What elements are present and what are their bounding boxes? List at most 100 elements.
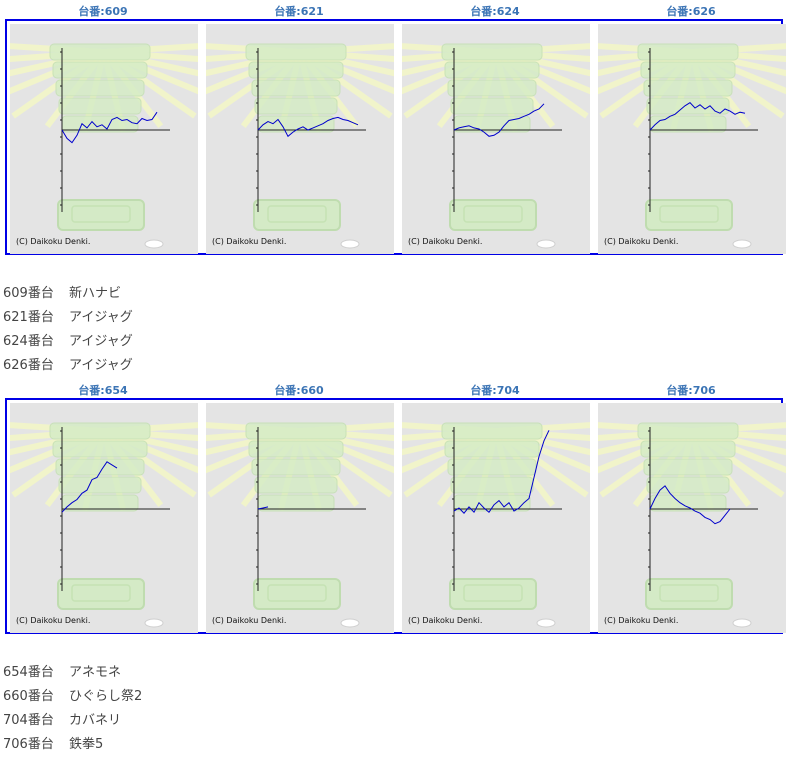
background-tray [640,61,736,79]
machine-number: 704番台 [3,713,54,728]
background-tray [441,43,543,61]
copyright-label: (C) Daikoku Denki. [212,616,287,625]
slump-chart-panel: (C) Daikoku Denki. [206,24,394,254]
background-tray [58,476,142,494]
background-tray [640,440,736,458]
machine-title: 台番:706 [666,384,716,397]
background-tray [49,43,151,61]
background-tray-inner [267,584,327,602]
slump-chart-panel: (C) Daikoku Denki. [10,403,198,633]
machine-title: 台番:621 [274,5,324,18]
slump-chart [10,422,198,628]
slump-line [61,461,118,513]
background-tray [245,422,347,440]
background-tray [248,61,344,79]
background-tray-base [449,199,537,231]
machine-name: カバネリ [69,713,122,728]
background-tray [251,79,341,97]
background-tray [58,97,142,115]
background-tray-inner [71,584,131,602]
background-tray-base [645,578,733,610]
copyright-label: (C) Daikoku Denki. [604,616,679,625]
copyright-label: (C) Daikoku Denki. [212,237,287,246]
slump-chart-panel: (C) Daikoku Denki. [402,403,590,633]
background-coin [536,239,556,249]
list-item: 609番台 新ハナビ [3,282,133,306]
background-tray-inner [463,205,523,223]
background-tray [251,458,341,476]
background-tray [49,422,151,440]
background-tray-base [253,578,341,610]
slump-line [649,485,731,525]
slump-line [257,116,359,138]
background-tray-inner [659,584,719,602]
background-tray-inner [463,584,523,602]
background-tray-inner [267,205,327,223]
background-tray [447,79,537,97]
slump-chart [598,43,786,249]
machine-title: 台番:704 [470,384,520,397]
slump-line [61,111,158,144]
machine-list-2: 654番台 アネモネ 660番台 ひぐらし祭2 704番台 カバネリ 706番台 鉄拳5 [3,661,142,757]
slump-chart-panel: (C) Daikoku Denki. [598,24,786,254]
copyright-label: (C) Daikoku Denki. [604,237,679,246]
machine-titles: 台番:609 台番:621 台番:624 台番:626 [5,4,783,19]
background-tray [55,79,145,97]
machine-group-1: 台番:609 台番:621 台番:624 台番:626 (C) Daikoku … [5,4,786,255]
background-tray [444,440,540,458]
background-tray-base [645,199,733,231]
list-item: 660番台 ひぐらし祭2 [3,685,142,709]
list-item: 704番台 カバネリ [3,709,142,733]
background-tray [637,422,739,440]
machine-title: 台番:660 [274,384,324,397]
background-coin [340,618,360,628]
background-tray [55,458,145,476]
machine-name: アイジャグ [69,358,133,373]
machine-name: 新ハナビ [69,286,122,301]
background-coin [144,618,164,628]
chart-frame: (C) Daikoku Denki. (C) Daikoku Denki. (C… [5,19,786,255]
machine-number: 609番台 [3,286,54,301]
list-item: 654番台 アネモネ [3,661,142,685]
machine-name: ひぐらし祭2 [69,689,143,704]
machine-number: 660番台 [3,689,54,704]
copyright-label: (C) Daikoku Denki. [408,616,483,625]
background-tray-inner [71,205,131,223]
machine-name: アイジャグ [69,334,133,349]
slump-line [453,430,550,514]
machine-title: 台番:626 [666,5,716,18]
machine-name: 鉄拳5 [69,737,104,752]
list-item: 621番台 アイジャグ [3,306,133,330]
slump-line [649,102,746,131]
background-coin [732,239,752,249]
machine-title: 台番:654 [78,384,128,397]
chart-frame: (C) Daikoku Denki. (C) Daikoku Denki. (C… [5,398,786,634]
background-coin [732,618,752,628]
list-item: 706番台 鉄拳5 [3,733,142,757]
copyright-label: (C) Daikoku Denki. [16,237,91,246]
background-tray [248,440,344,458]
slump-chart-panel: (C) Daikoku Denki. [402,24,590,254]
background-tray-inner [659,205,719,223]
machine-titles: 台番:654 台番:660 台番:704 台番:706 [5,383,783,398]
slump-chart [206,422,394,628]
slump-line [453,103,545,137]
background-tray [245,43,347,61]
machine-number: 624番台 [3,334,54,349]
list-item: 624番台 アイジャグ [3,330,133,354]
machine-title: 台番:609 [78,5,128,18]
background-tray [441,422,543,440]
background-tray [52,61,148,79]
background-tray [643,79,733,97]
background-tray-base [449,578,537,610]
slump-chart [402,422,590,628]
machine-title: 台番:624 [470,5,520,18]
machine-name: アネモネ [69,665,122,680]
background-coin [144,239,164,249]
machine-number: 621番台 [3,310,54,325]
copyright-label: (C) Daikoku Denki. [408,237,483,246]
background-tray [52,440,148,458]
background-tray-base [57,578,145,610]
background-coin [340,239,360,249]
machine-group-2: 台番:654 台番:660 台番:704 台番:706 (C) Daikoku … [5,383,786,634]
